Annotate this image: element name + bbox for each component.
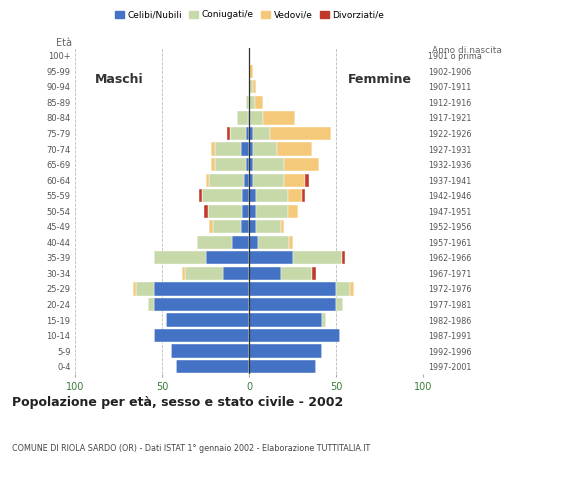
Bar — [249, 173, 253, 187]
Bar — [255, 96, 263, 109]
Bar — [249, 111, 263, 124]
Text: Età: Età — [56, 38, 72, 48]
Bar — [249, 220, 256, 233]
Text: Anno di nascita: Anno di nascita — [432, 46, 502, 55]
Bar — [208, 204, 242, 218]
Bar — [244, 173, 249, 187]
Bar — [241, 220, 249, 233]
Bar — [281, 267, 312, 280]
Bar — [246, 127, 249, 140]
Bar — [242, 204, 249, 218]
Bar — [256, 204, 288, 218]
Bar — [154, 282, 249, 296]
Bar — [249, 96, 255, 109]
Bar — [246, 96, 249, 109]
Bar — [253, 143, 277, 156]
Bar — [199, 189, 202, 202]
Bar — [185, 267, 223, 280]
Bar — [204, 204, 208, 218]
Bar — [148, 298, 154, 311]
Bar — [249, 360, 316, 373]
Bar — [197, 236, 232, 249]
Bar — [284, 158, 319, 171]
Bar — [171, 345, 249, 358]
Bar — [253, 127, 270, 140]
Bar — [202, 189, 242, 202]
Bar — [227, 127, 230, 140]
Text: Maschi: Maschi — [95, 72, 143, 85]
Bar — [288, 204, 298, 218]
Bar — [322, 313, 326, 326]
Legend: Celibi/Nubili, Coniugati/e, Vedovi/e, Divorziati/e: Celibi/Nubili, Coniugati/e, Vedovi/e, Di… — [111, 7, 388, 23]
Bar — [256, 189, 288, 202]
Bar — [249, 204, 256, 218]
Bar — [248, 111, 249, 124]
Bar — [249, 251, 293, 264]
Bar — [211, 158, 215, 171]
Bar — [215, 143, 241, 156]
Bar — [154, 251, 206, 264]
Bar — [305, 173, 309, 187]
Bar — [253, 80, 256, 94]
Bar — [241, 143, 249, 156]
Bar — [293, 251, 342, 264]
Bar — [256, 220, 281, 233]
Bar — [230, 127, 246, 140]
Bar — [232, 236, 249, 249]
Bar — [246, 158, 249, 171]
Bar — [223, 267, 249, 280]
Bar — [182, 267, 185, 280]
Bar — [213, 220, 241, 233]
Bar — [206, 251, 249, 264]
Bar — [281, 220, 284, 233]
Bar — [176, 360, 249, 373]
Bar — [249, 158, 253, 171]
Bar — [258, 236, 289, 249]
Bar — [253, 173, 284, 187]
Bar — [302, 189, 305, 202]
Bar — [211, 143, 215, 156]
Bar — [249, 236, 258, 249]
Bar — [336, 282, 350, 296]
Bar — [284, 173, 305, 187]
Bar — [312, 267, 316, 280]
Bar — [136, 282, 154, 296]
Text: Popolazione per età, sesso e stato civile - 2002: Popolazione per età, sesso e stato civil… — [12, 396, 343, 409]
Bar — [350, 282, 354, 296]
Bar — [249, 189, 256, 202]
Bar — [154, 329, 249, 342]
Bar — [289, 236, 293, 249]
Bar — [288, 189, 302, 202]
Bar — [209, 173, 244, 187]
Bar — [249, 65, 253, 78]
Text: COMUNE DI RIOLA SARDO (OR) - Dati ISTAT 1° gennaio 2002 - Elaborazione TUTTITALI: COMUNE DI RIOLA SARDO (OR) - Dati ISTAT … — [12, 444, 370, 453]
Bar — [249, 127, 253, 140]
Bar — [209, 220, 213, 233]
Bar — [249, 267, 281, 280]
Bar — [249, 143, 253, 156]
Bar — [154, 298, 249, 311]
Bar — [342, 251, 345, 264]
Bar — [270, 127, 331, 140]
Bar — [277, 143, 312, 156]
Bar — [249, 282, 336, 296]
Bar — [249, 313, 322, 326]
Bar — [215, 158, 246, 171]
Bar — [249, 345, 322, 358]
Bar — [249, 298, 336, 311]
Bar — [242, 189, 249, 202]
Bar — [237, 111, 248, 124]
Bar — [336, 298, 343, 311]
Text: Femmine: Femmine — [348, 72, 412, 85]
Bar — [253, 158, 284, 171]
Bar — [263, 111, 295, 124]
Bar — [206, 173, 209, 187]
Bar — [249, 329, 340, 342]
Bar — [133, 282, 136, 296]
Bar — [249, 80, 253, 94]
Bar — [166, 313, 249, 326]
